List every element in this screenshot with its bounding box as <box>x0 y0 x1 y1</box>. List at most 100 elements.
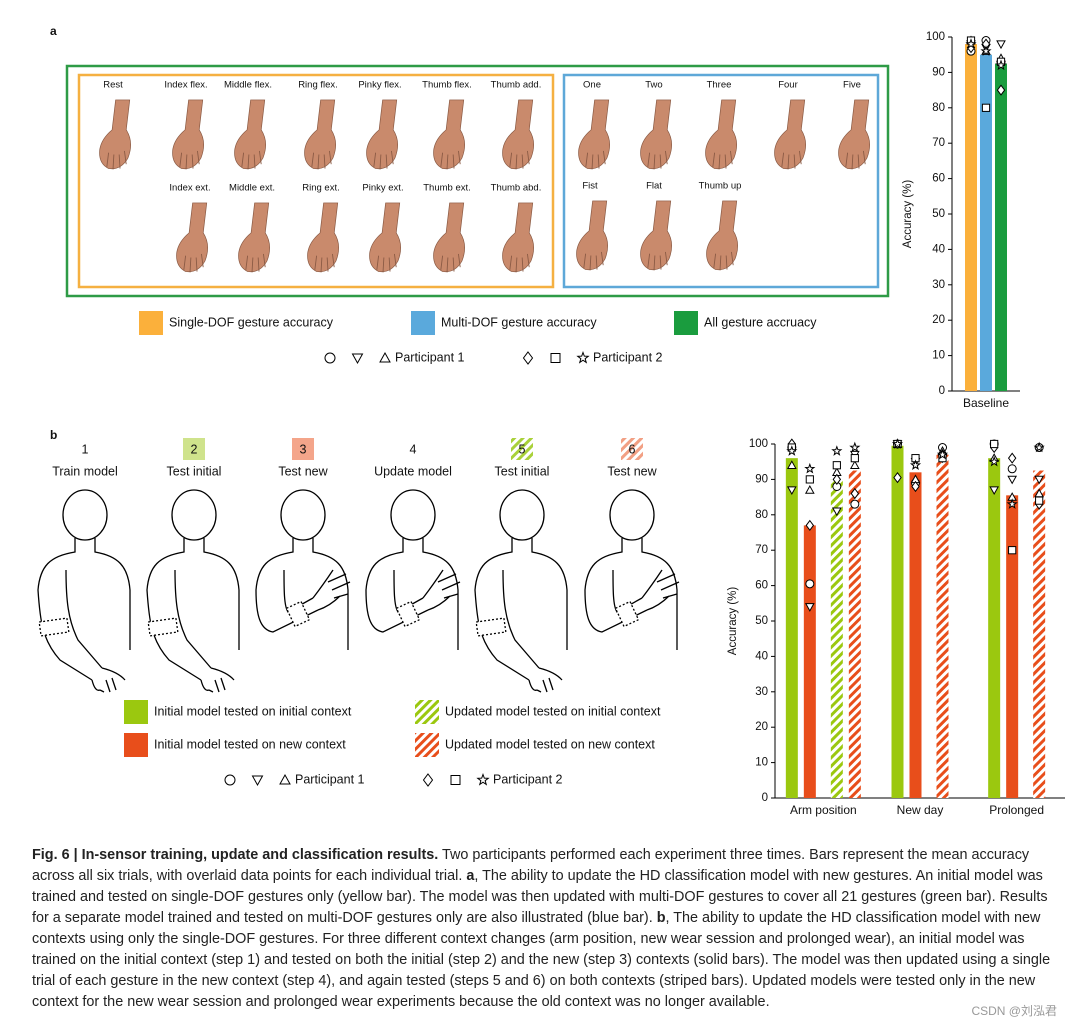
panel-label: a <box>50 24 57 38</box>
y-tick-label: 50 <box>755 615 768 627</box>
gesture-label: Flat <box>646 181 662 192</box>
y-tick-label: 30 <box>755 686 768 698</box>
step-number: 3 <box>300 442 307 456</box>
hand <box>200 667 235 693</box>
torso <box>146 538 240 650</box>
step-label: Test initial <box>167 464 222 478</box>
torso <box>365 538 459 650</box>
data-point <box>891 438 904 449</box>
step-number: 4 <box>410 442 417 456</box>
y-tick-label: 0 <box>762 792 768 804</box>
y-tick-label: 20 <box>932 314 945 326</box>
step-number: 2 <box>191 442 198 456</box>
data-point <box>1008 546 1017 555</box>
gesture-photo <box>172 99 205 170</box>
data-point <box>980 45 992 56</box>
legend-label: Initial model tested on new context <box>154 737 346 751</box>
data-point <box>995 59 1007 71</box>
torso <box>474 538 568 650</box>
hand <box>528 667 563 693</box>
head <box>609 489 655 541</box>
data-point <box>996 84 1006 96</box>
sensor-band <box>475 617 507 637</box>
person-figure <box>146 489 240 693</box>
data-point <box>989 486 1000 496</box>
bar <box>803 525 816 798</box>
data-point <box>1006 498 1018 509</box>
data-point <box>804 484 815 494</box>
legend-marker <box>279 773 291 785</box>
gesture-label: Index flex. <box>164 80 207 91</box>
gesture-label: Thumb abd. <box>491 183 542 194</box>
bar <box>830 479 843 798</box>
single-dof-frame <box>77 73 555 289</box>
data-point <box>850 499 860 509</box>
legend-swatch <box>139 311 163 335</box>
data-point <box>850 454 859 463</box>
data-point <box>1007 475 1018 485</box>
caption: Fig. 6 | In-sensor training, update and … <box>32 845 1052 1013</box>
x-tick-label: Arm position <box>790 803 857 817</box>
gesture-photo <box>369 202 402 273</box>
arm <box>255 569 319 633</box>
person-figure <box>255 489 351 650</box>
multi-dof-frame <box>562 73 880 289</box>
legend-marker <box>351 353 364 365</box>
step-label: Update model <box>374 464 452 478</box>
step-label: Test new <box>607 464 657 478</box>
legend-marker <box>251 775 264 787</box>
data-point <box>1034 475 1045 485</box>
head <box>280 489 326 541</box>
x-tick-label: New day <box>897 803 944 817</box>
head <box>171 489 217 541</box>
bar <box>980 54 992 391</box>
gesture-label: Four <box>778 80 798 91</box>
bar <box>848 470 861 798</box>
hand <box>91 667 126 693</box>
gesture-photo <box>502 202 535 273</box>
legend-swatch <box>415 700 439 724</box>
hand <box>312 569 351 611</box>
data-point <box>849 460 860 469</box>
data-point <box>849 441 861 453</box>
data-point <box>831 507 842 517</box>
y-tick-label: 70 <box>755 544 768 556</box>
head <box>390 489 436 541</box>
y-tick-label: 0 <box>939 385 945 397</box>
gesture-photo <box>838 99 871 170</box>
gesture-label: Thumb flex. <box>422 80 472 91</box>
gesture-photo <box>433 202 466 273</box>
data-point <box>1007 452 1017 464</box>
data-point <box>911 480 920 493</box>
gesture-label: Middle ext. <box>229 183 275 194</box>
caption-text: , The ability to update the HD classific… <box>32 910 1051 1010</box>
step-box <box>183 438 205 460</box>
y-tick-label: 10 <box>932 350 945 362</box>
gesture-label: Middle flex. <box>224 80 272 91</box>
bar <box>936 454 949 798</box>
gesture-photo <box>578 99 611 170</box>
bar <box>785 458 798 798</box>
person-figure <box>474 489 568 693</box>
legend-swatch <box>124 700 148 724</box>
person-figure <box>37 489 131 693</box>
gesture-photo <box>433 99 466 170</box>
sensor-band <box>147 617 179 637</box>
data-point <box>893 471 902 484</box>
data-point <box>805 475 814 484</box>
person-figure <box>584 489 680 650</box>
y-tick-label: 50 <box>932 208 945 220</box>
gesture-label: Two <box>645 80 662 91</box>
gesture-photo <box>502 99 535 170</box>
data-point <box>996 40 1006 50</box>
legend-swatch <box>124 733 148 757</box>
y-tick-label: 40 <box>932 243 945 255</box>
y-tick-label: 90 <box>755 473 768 485</box>
caption-bold: a <box>466 868 475 884</box>
bar <box>1033 470 1046 798</box>
participant-label: Participant 1 <box>395 350 465 364</box>
bar <box>995 63 1007 392</box>
data-point <box>965 38 977 49</box>
y-tick-label: 60 <box>755 580 768 592</box>
